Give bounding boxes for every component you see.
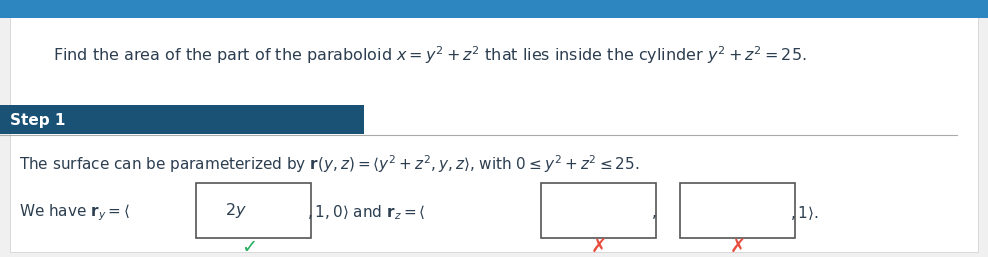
Text: Find the area of the part of the paraboloid $x = y^2 + z^2$ that lies inside the: Find the area of the part of the parabol… xyxy=(52,44,806,66)
Text: ✓: ✓ xyxy=(241,238,257,257)
FancyBboxPatch shape xyxy=(680,183,795,238)
Text: ✗: ✗ xyxy=(729,238,746,257)
Text: $2y$: $2y$ xyxy=(225,201,247,220)
FancyBboxPatch shape xyxy=(541,183,656,238)
Text: $, 1\rangle.$: $, 1\rangle.$ xyxy=(790,204,819,222)
Text: ,: , xyxy=(651,205,656,220)
FancyBboxPatch shape xyxy=(197,183,311,238)
Text: Step 1: Step 1 xyxy=(10,113,65,127)
Text: ✗: ✗ xyxy=(591,238,607,257)
FancyBboxPatch shape xyxy=(0,105,364,134)
Text: The surface can be parameterized by $\mathbf{r}(y, z) = \langle y^2 + z^2, y, z\: The surface can be parameterized by $\ma… xyxy=(19,153,639,175)
Text: We have $\mathbf{r}_y = \langle$: We have $\mathbf{r}_y = \langle$ xyxy=(19,203,130,223)
Text: $, 1, 0\rangle$ and $\mathbf{r}_z = \langle$: $, 1, 0\rangle$ and $\mathbf{r}_z = \lan… xyxy=(306,204,425,222)
